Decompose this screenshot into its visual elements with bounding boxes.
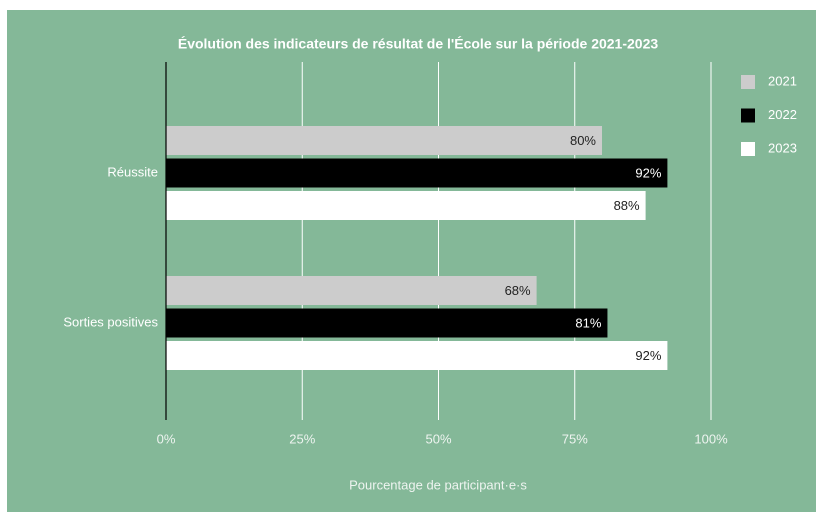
legend-swatch (741, 75, 755, 89)
value-label: 80% (570, 133, 596, 148)
bar (166, 158, 668, 188)
legend-label: 2022 (768, 107, 797, 122)
y-tick-label: Sorties positives (63, 314, 158, 329)
x-tick-label: 25% (289, 431, 315, 446)
value-label: 92% (635, 348, 661, 363)
x-tick-label: 75% (562, 431, 588, 446)
bar (166, 191, 646, 220)
legend-label: 2023 (768, 140, 797, 155)
value-label: 88% (614, 198, 640, 213)
x-tick-label: 50% (425, 431, 451, 446)
value-label: 68% (505, 283, 531, 298)
chart-title: Évolution des indicateurs de résultat de… (178, 36, 658, 52)
legend-swatch (741, 108, 755, 123)
value-label: 81% (575, 315, 601, 330)
bar (166, 308, 608, 338)
legend-label: 2021 (768, 73, 797, 88)
y-tick-label: Réussite (107, 164, 158, 179)
value-label: 92% (635, 165, 661, 180)
bar (166, 341, 668, 370)
x-axis-title: Pourcentage de participant·e·s (349, 477, 527, 492)
x-tick-label: 100% (694, 431, 728, 446)
x-tick-label: 0% (157, 431, 176, 446)
legend-swatch (741, 142, 755, 156)
chart-background (7, 10, 816, 512)
bar (166, 276, 537, 305)
bar (166, 126, 602, 155)
